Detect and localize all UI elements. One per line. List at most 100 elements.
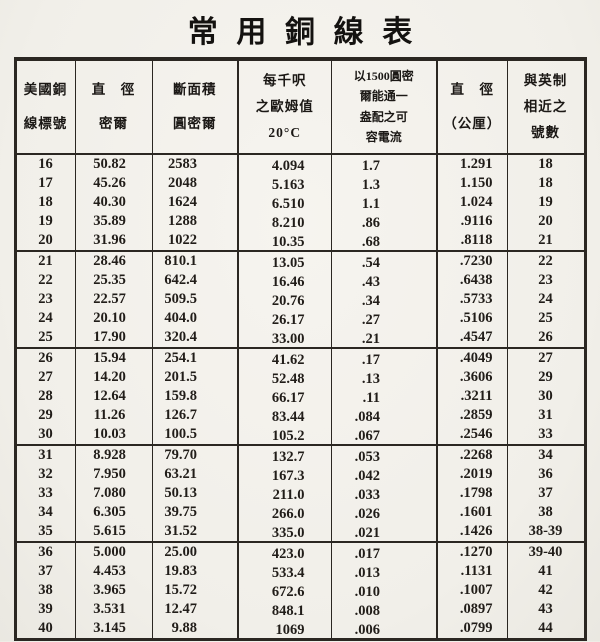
cell-current-capacity: .010 — [330, 583, 438, 602]
cell-diameter-mils: 5.000 — [74, 542, 153, 562]
cell-diameter-mm: .3606 — [436, 368, 508, 387]
cell-current-capacity: .27 — [330, 311, 438, 330]
cell-ohms-per-1000ft: 6.510 — [237, 195, 332, 214]
cell-nearest-english-gauge: 20 — [506, 212, 586, 231]
cell-current-capacity: .11 — [330, 389, 438, 408]
cell-diameter-mils: 3.965 — [74, 581, 153, 600]
cell-awg-number: 40 — [14, 619, 76, 640]
cell-diameter-mm: .9116 — [436, 212, 508, 231]
column-header-ohms-per-1000ft: 每千呎 之歐姆值 20°C — [237, 58, 332, 155]
cell-ohms-per-1000ft: 8.210 — [237, 214, 332, 233]
cell-awg-number: 29 — [14, 406, 76, 425]
cell-awg-number: 22 — [14, 271, 76, 290]
cell-awg-number: 28 — [14, 387, 76, 406]
cell-awg-number: 23 — [14, 290, 76, 309]
cell-nearest-english-gauge: 43 — [506, 600, 586, 619]
cell-current-capacity: .21 — [330, 330, 438, 351]
table-row: 24 20.10 404.0 26.17 .27 .5106 25 — [14, 309, 586, 330]
table-row: 20 31.96 1022 10.35 .68 .8118 21 — [14, 231, 586, 254]
cell-area-circular-mils: 404.0 — [151, 309, 239, 328]
cell-ohms-per-1000ft: 4.094 — [237, 156, 332, 176]
table-row: 33 7.080 50.13 211.0 .033 .1798 37 — [14, 484, 586, 505]
cell-nearest-english-gauge: 18 — [506, 174, 586, 193]
table-row: 17 45.26 2048 5.163 1.3 1.150 18 — [14, 174, 586, 195]
cell-diameter-mm: .3211 — [436, 387, 508, 406]
cell-diameter-mm: .2546 — [436, 425, 508, 446]
table-row: 37 4.453 19.83 533.4 .013 .1131 41 — [14, 562, 586, 583]
cell-awg-number: 31 — [14, 445, 76, 465]
column-header-diameter-mils: 直 徑密爾 — [74, 58, 153, 155]
cell-diameter-mils: 6.305 — [74, 503, 153, 522]
cell-awg-number: 33 — [14, 484, 76, 503]
cell-nearest-english-gauge: 29 — [506, 368, 586, 387]
cell-nearest-english-gauge: 39-40 — [506, 542, 586, 562]
cell-area-circular-mils: 1022 — [151, 231, 239, 252]
cell-nearest-english-gauge: 31 — [506, 406, 586, 425]
cell-diameter-mils: 17.90 — [74, 328, 153, 349]
cell-ohms-per-1000ft: 16.46 — [237, 273, 332, 292]
cell-area-circular-mils: 79.70 — [151, 445, 239, 465]
cell-awg-number: 32 — [14, 465, 76, 484]
cell-ohms-per-1000ft: 10.35 — [237, 233, 332, 254]
cell-awg-number: 19 — [14, 212, 76, 231]
cell-diameter-mils: 10.03 — [74, 425, 153, 446]
cell-area-circular-mils: 15.72 — [151, 581, 239, 600]
cell-diameter-mm: .0897 — [436, 600, 508, 619]
cell-awg-number: 24 — [14, 309, 76, 328]
cell-diameter-mils: 20.10 — [74, 309, 153, 328]
table-row: 34 6.305 39.75 266.0 .026 .1601 38 — [14, 503, 586, 524]
table-row: 23 22.57 509.5 20.76 .34 .5733 24 — [14, 290, 586, 311]
cell-awg-number: 17 — [14, 174, 76, 193]
table-body: 16 50.82 2583 4.094 1.7 1.291 18 17 45.2… — [14, 154, 586, 642]
cell-diameter-mm: .1601 — [436, 503, 508, 522]
table-row: 27 14.20 201.5 52.48 .13 .3606 29 — [14, 368, 586, 389]
cell-ohms-per-1000ft: 211.0 — [237, 486, 332, 505]
cell-area-circular-mils: 1624 — [151, 193, 239, 212]
cell-diameter-mils: 45.26 — [74, 174, 153, 193]
cell-diameter-mils: 4.453 — [74, 562, 153, 581]
cell-nearest-english-gauge: 26 — [506, 328, 586, 349]
table-row: 40 3.145 9.88 1069 .006 .0799 44 — [14, 619, 586, 642]
cell-current-capacity: .006 — [330, 621, 438, 642]
cell-ohms-per-1000ft: 266.0 — [237, 505, 332, 524]
cell-ohms-per-1000ft: 132.7 — [237, 447, 332, 467]
cell-area-circular-mils: 126.7 — [151, 406, 239, 425]
cell-diameter-mm: .5733 — [436, 290, 508, 309]
cell-current-capacity: .067 — [330, 427, 438, 448]
cell-ohms-per-1000ft: 13.05 — [237, 253, 332, 273]
cell-ohms-per-1000ft: 335.0 — [237, 524, 332, 545]
cell-ohms-per-1000ft: 66.17 — [237, 389, 332, 408]
cell-area-circular-mils: 320.4 — [151, 328, 239, 349]
cell-nearest-english-gauge: 27 — [506, 348, 586, 368]
table-row: 36 5.000 25.00 423.0 .017 .1270 39-40 — [14, 542, 586, 564]
cell-awg-number: 36 — [14, 542, 76, 562]
cell-awg-number: 39 — [14, 600, 76, 619]
cell-nearest-english-gauge: 42 — [506, 581, 586, 600]
cell-area-circular-mils: 39.75 — [151, 503, 239, 522]
cell-diameter-mils: 31.96 — [74, 231, 153, 252]
cell-nearest-english-gauge: 30 — [506, 387, 586, 406]
cell-diameter-mils: 7.950 — [74, 465, 153, 484]
table-row: 28 12.64 159.8 66.17 .11 .3211 30 — [14, 387, 586, 408]
cell-diameter-mm: .1270 — [436, 542, 508, 562]
cell-area-circular-mils: 25.00 — [151, 542, 239, 562]
cell-area-circular-mils: 642.4 — [151, 271, 239, 290]
cell-area-circular-mils: 50.13 — [151, 484, 239, 503]
cell-nearest-english-gauge: 22 — [506, 251, 586, 271]
column-header-awg-number: 美國銅 線標號 — [14, 58, 76, 155]
cell-area-circular-mils: 12.47 — [151, 600, 239, 619]
cell-diameter-mm: .2859 — [436, 406, 508, 425]
copper-wire-table: 美國銅 線標號 直 徑密爾 斷面積 圓密爾 每千呎 之歐姆值 20°C 以1500圓密爾… — [13, 57, 587, 642]
cell-diameter-mils: 40.30 — [74, 193, 153, 212]
cell-current-capacity: .013 — [330, 564, 438, 583]
cell-ohms-per-1000ft: 20.76 — [237, 292, 332, 311]
cell-ohms-per-1000ft: 33.00 — [237, 330, 332, 351]
cell-awg-number: 38 — [14, 581, 76, 600]
table-row: 39 3.531 12.47 848.1 .008 .0897 43 — [14, 600, 586, 621]
cell-area-circular-mils: 100.5 — [151, 425, 239, 446]
cell-awg-number: 18 — [14, 193, 76, 212]
cell-current-capacity: .026 — [330, 505, 438, 524]
cell-current-capacity: .86 — [330, 214, 438, 233]
cell-ohms-per-1000ft: 83.44 — [237, 408, 332, 427]
cell-diameter-mm: 1.150 — [436, 174, 508, 193]
